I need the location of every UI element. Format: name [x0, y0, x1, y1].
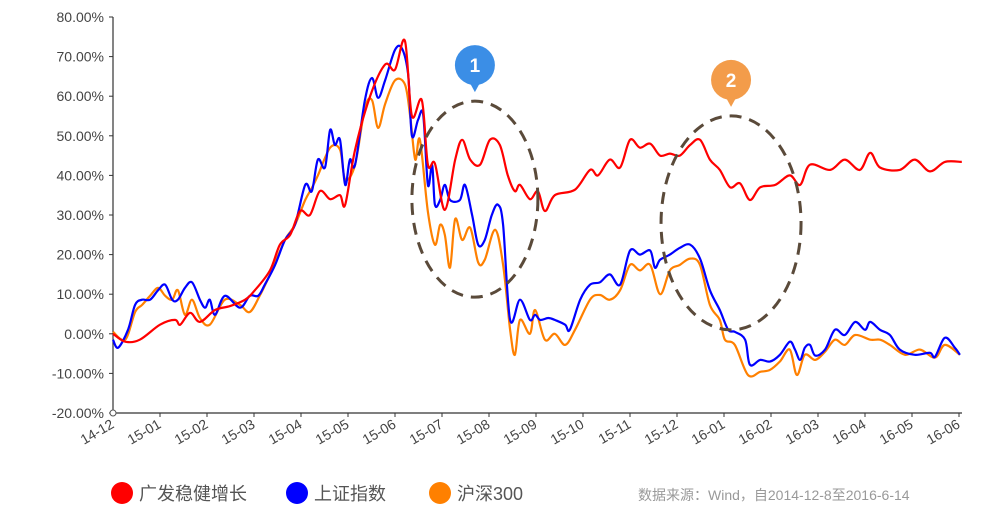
- legend-label: 上证指数: [314, 484, 386, 504]
- axis-origin-marker: [109, 409, 117, 417]
- series-csi300-line: [112, 77, 961, 378]
- x-tick-label: 15-09: [500, 416, 539, 448]
- x-tick-label: 15-11: [595, 416, 633, 447]
- x-tick-label: 15-12: [641, 416, 680, 448]
- annotation-pin-icon: [454, 45, 495, 86]
- y-tick-label: 40.00%: [57, 167, 104, 183]
- x-tick-label: 15-02: [171, 416, 210, 448]
- x-tick-label: 16-05: [876, 416, 915, 448]
- y-tick-label: 20.00%: [57, 247, 104, 263]
- x-tick-label: 16-03: [782, 416, 821, 448]
- annotation-pin-icon: [711, 59, 752, 100]
- y-tick-label: 80.00%: [57, 9, 104, 25]
- x-tick-label: 15-10: [547, 416, 586, 448]
- legend-marker-icon: [111, 482, 133, 504]
- x-tick-label: 15-08: [453, 416, 492, 448]
- data-source-note: 数据来源：Wind，自2014-12-8至2016-6-14: [638, 487, 910, 503]
- y-tick-label: 50.00%: [57, 128, 104, 144]
- legend-item-guangfa[interactable]: 广发稳健增长: [111, 481, 247, 505]
- y-tick-label: 30.00%: [57, 207, 104, 223]
- series-guangfa-line: [112, 38, 962, 344]
- x-tick-label: 16-04: [829, 416, 868, 448]
- annotation-ellipse: [659, 114, 803, 332]
- x-tick-label: 16-06: [923, 416, 962, 448]
- annotation-label: 2: [726, 71, 737, 92]
- x-tick-label: 15-04: [265, 416, 304, 448]
- x-tick-label: 15-01: [124, 416, 163, 448]
- x-tick-label: 15-06: [359, 416, 398, 448]
- legend-label: 广发稳健增长: [139, 484, 247, 504]
- legend-marker-icon: [286, 482, 308, 504]
- x-tick-label: 15-03: [218, 416, 257, 448]
- y-tick-label: 60.00%: [57, 88, 104, 104]
- legend-item-shanghai-composite[interactable]: 上证指数: [286, 481, 386, 505]
- x-tick-label: 16-02: [735, 416, 774, 448]
- legend-label: 沪深300: [457, 484, 524, 504]
- y-tick-label: 0.00%: [64, 326, 104, 342]
- x-tick-label: 15-05: [312, 416, 351, 448]
- x-tick-label: 15-07: [406, 416, 445, 448]
- legend-marker-icon: [429, 482, 451, 504]
- series-shanghai-composite-line: [112, 44, 961, 367]
- y-tick-label: -10.00%: [52, 365, 104, 381]
- legend-item-csi300[interactable]: 沪深300: [429, 481, 523, 505]
- y-tick-label: -20.00%: [52, 405, 104, 421]
- y-tick-label: 10.00%: [57, 286, 104, 302]
- annotation-ellipse: [410, 99, 540, 299]
- annotation-label: 1: [470, 56, 481, 77]
- y-tick-label: 70.00%: [57, 49, 104, 65]
- x-tick-label: 16-01: [688, 416, 727, 448]
